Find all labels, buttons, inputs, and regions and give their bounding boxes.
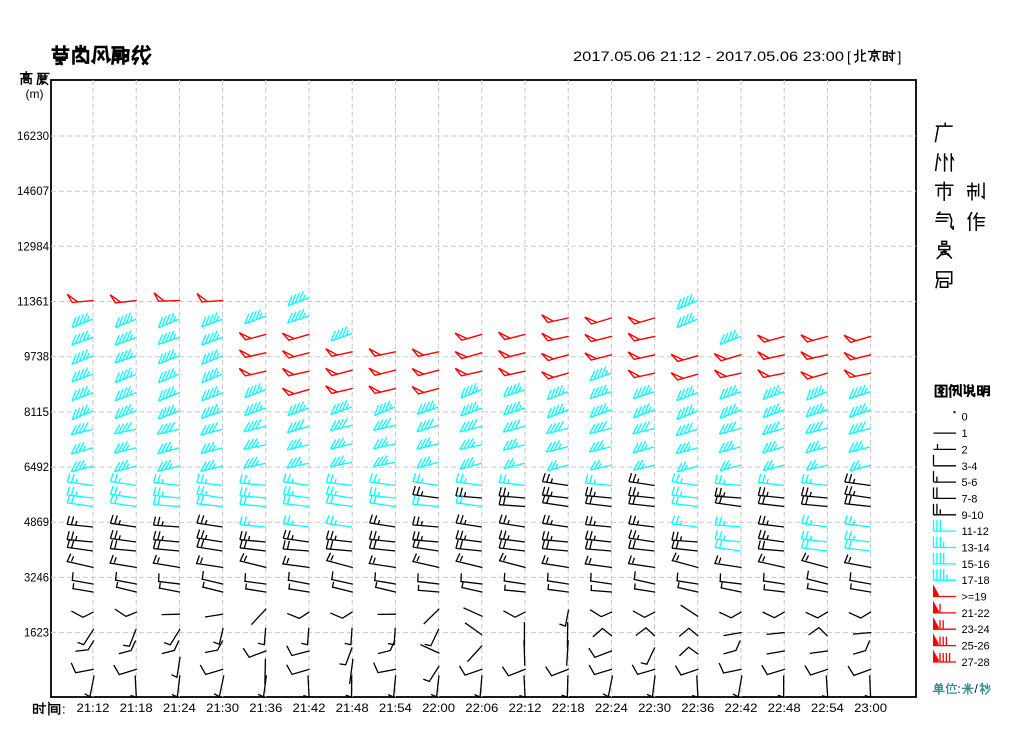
svg-text:22:48: 22:48 — [768, 703, 801, 715]
svg-text:22:36: 22:36 — [681, 703, 714, 715]
svg-text:3-4: 3-4 — [962, 461, 978, 473]
svg-text:21:18: 21:18 — [120, 703, 153, 715]
svg-text:23-24: 23-24 — [962, 624, 990, 636]
svg-text:8115: 8115 — [24, 407, 49, 419]
svg-text:27-28: 27-28 — [962, 657, 990, 669]
svg-text:14607: 14607 — [17, 186, 49, 198]
svg-text:21-22: 21-22 — [962, 608, 990, 620]
svg-text:21:36: 21:36 — [249, 703, 282, 715]
svg-text:3246: 3246 — [24, 572, 49, 584]
svg-text:0: 0 — [962, 412, 968, 424]
svg-text:9738: 9738 — [24, 352, 49, 364]
svg-text:25-26: 25-26 — [962, 641, 990, 653]
svg-text:21:42: 21:42 — [293, 703, 326, 715]
svg-text::: : — [62, 702, 66, 717]
svg-text:7-8: 7-8 — [962, 493, 978, 505]
svg-text:21:30: 21:30 — [206, 703, 239, 715]
svg-text:21:48: 21:48 — [336, 703, 369, 715]
svg-text:2017.05.06 21:12 - 2017.05.06: 2017.05.06 21:12 - 2017.05.06 23:00 — [573, 49, 844, 64]
svg-text::: : — [958, 684, 961, 696]
svg-text:15-16: 15-16 — [962, 559, 990, 571]
svg-text:21:54: 21:54 — [379, 703, 413, 715]
svg-text:>=19: >=19 — [962, 592, 987, 604]
svg-text:6492: 6492 — [24, 462, 49, 474]
svg-text:5-6: 5-6 — [962, 477, 978, 489]
svg-text:16230: 16230 — [17, 131, 49, 143]
svg-text:22:18: 22:18 — [552, 703, 585, 715]
svg-text:22:00: 22:00 — [422, 703, 455, 715]
svg-text:2: 2 — [962, 444, 968, 456]
svg-text:22:42: 22:42 — [725, 703, 758, 715]
svg-text:/: / — [975, 684, 979, 696]
svg-text:[: [ — [847, 49, 851, 65]
svg-text:22:30: 22:30 — [638, 703, 671, 715]
svg-text:22:54: 22:54 — [811, 703, 845, 715]
svg-text:17-18: 17-18 — [962, 575, 990, 587]
svg-text:1: 1 — [962, 428, 968, 440]
svg-text:12984: 12984 — [17, 241, 50, 253]
svg-text:22:12: 22:12 — [509, 703, 542, 715]
svg-text:]: ] — [898, 49, 902, 65]
svg-text:1623: 1623 — [24, 628, 49, 640]
svg-text:11-12: 11-12 — [962, 526, 989, 538]
svg-text:(m): (m) — [26, 87, 44, 101]
svg-text:21:12: 21:12 — [77, 703, 110, 715]
svg-text:9-10: 9-10 — [962, 510, 984, 522]
svg-text:21:24: 21:24 — [163, 703, 197, 715]
svg-text:22:06: 22:06 — [465, 703, 498, 715]
svg-text:11361: 11361 — [17, 297, 49, 309]
svg-text:13-14: 13-14 — [962, 543, 990, 555]
svg-text:4869: 4869 — [24, 517, 49, 529]
svg-text:23:00: 23:00 — [854, 703, 887, 715]
svg-text:22:24: 22:24 — [595, 703, 629, 715]
